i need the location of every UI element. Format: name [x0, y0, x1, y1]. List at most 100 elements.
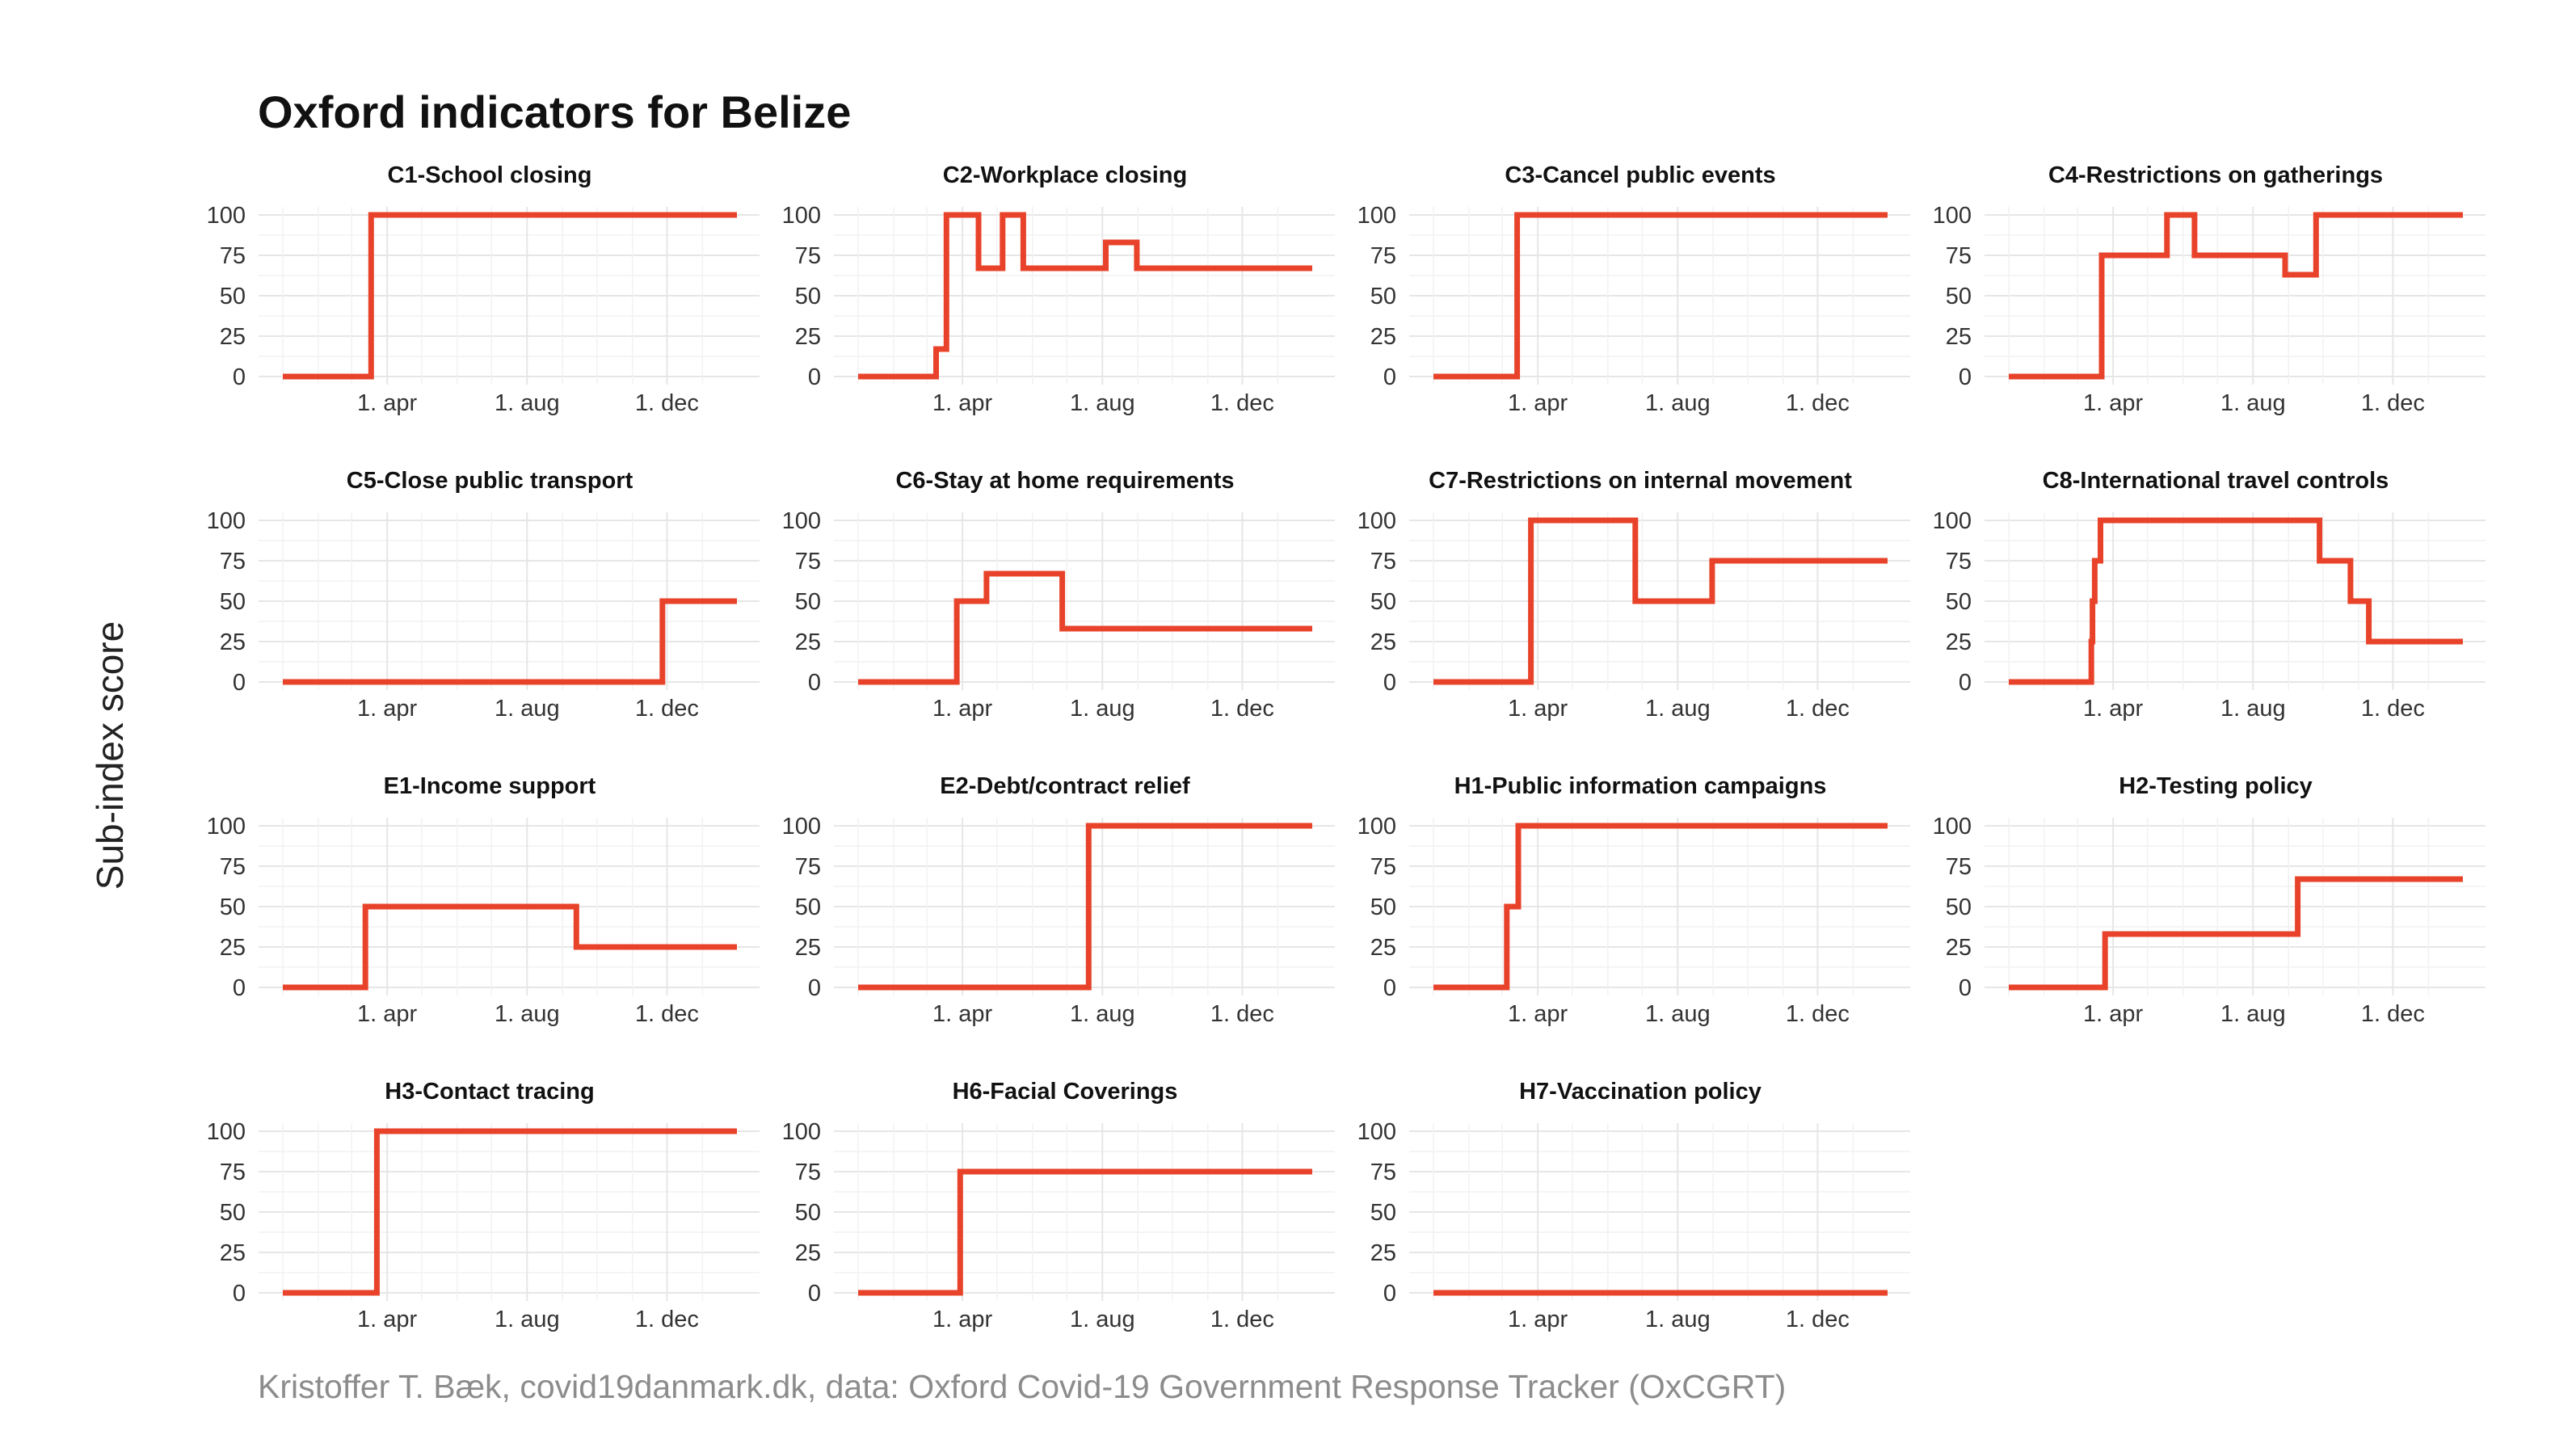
y-tick-label: 50 [1370, 284, 1396, 309]
series-line [858, 823, 1312, 991]
y-tick-label: 75 [220, 243, 246, 269]
x-tick-label: 1. apr [1508, 390, 1568, 416]
panel-title: C3-Cancel public events [1505, 162, 1775, 188]
series-line [283, 212, 737, 380]
x-tick-label: 1. aug [2220, 696, 2286, 722]
y-tick-label: 100 [1933, 508, 1972, 534]
x-tick-label: 1. aug [495, 1001, 560, 1027]
y-tick-label: 75 [795, 243, 821, 269]
y-tick-label: 100 [1357, 1119, 1396, 1145]
facet-panel: E2-Debt/contract relief 0 25 50 75 100 1. apr 1… [782, 773, 1335, 1027]
y-tick-label: 100 [1357, 203, 1396, 229]
series-line [1433, 212, 1888, 380]
x-tick-label: 1. dec [1786, 1001, 1850, 1027]
y-tick-label: 50 [1946, 894, 1972, 920]
facet-panel: E1-Income support 0 25 50 75 100 1. apr 1. aug 1… [207, 773, 760, 1027]
y-tick-label: 75 [1370, 1160, 1396, 1185]
x-tick-label: 1. aug [1645, 390, 1711, 416]
y-tick-label: 25 [795, 324, 821, 350]
panel-title: C7-Restrictions on internal movement [1429, 468, 1852, 494]
facet-panel: H1-Public information campaigns 0 25 50 75 10… [1357, 773, 1910, 1027]
y-tick-label: 25 [220, 629, 246, 655]
y-tick-label: 100 [1357, 508, 1396, 534]
x-tick-label: 1. apr [2083, 390, 2143, 416]
x-tick-label: 1. apr [1508, 1307, 1568, 1332]
y-tick-label: 50 [1370, 589, 1396, 615]
x-tick-label: 1. dec [2361, 390, 2425, 416]
y-tick-label: 50 [795, 894, 821, 920]
y-tick-label: 75 [220, 854, 246, 880]
y-tick-label: 0 [1959, 670, 1972, 696]
panel-title: H7-Vaccination policy [1519, 1079, 1762, 1105]
y-tick-label: 0 [808, 364, 821, 390]
y-tick-label: 25 [220, 935, 246, 961]
x-tick-label: 1. apr [357, 696, 417, 722]
x-tick-label: 1. apr [357, 390, 417, 416]
panel-title: H6-Facial Coverings [953, 1079, 1178, 1105]
x-tick-label: 1. dec [635, 1001, 699, 1027]
y-tick-label: 25 [1946, 629, 1972, 655]
x-tick-label: 1. dec [1786, 1307, 1850, 1332]
y-tick-label: 50 [795, 1200, 821, 1226]
series-line [1433, 517, 1888, 685]
chart-caption: Kristoffer T. Bæk, covid19danmark.dk, da… [258, 1368, 1786, 1405]
x-tick-label: 1. aug [1070, 390, 1135, 416]
y-tick-label: 25 [1370, 935, 1396, 961]
facet-panel: H2-Testing policy 0 25 50 75 100 1. apr 1. aug 1… [1933, 773, 2486, 1027]
y-tick-label: 75 [1946, 854, 1972, 880]
y-tick-label: 0 [233, 1281, 246, 1307]
x-tick-label: 1. apr [932, 1001, 992, 1027]
y-tick-label: 100 [782, 1119, 821, 1145]
y-tick-label: 25 [1370, 324, 1396, 350]
y-tick-label: 50 [220, 894, 246, 920]
y-tick-label: 0 [1383, 1281, 1396, 1307]
y-tick-label: 50 [1370, 894, 1396, 920]
panel-title: C8-International travel controls [2043, 468, 2389, 494]
y-tick-label: 50 [220, 1200, 246, 1226]
y-tick-label: 25 [1370, 1240, 1396, 1266]
x-tick-label: 1. aug [495, 390, 560, 416]
x-tick-label: 1. apr [932, 390, 992, 416]
x-tick-label: 1. apr [932, 696, 992, 722]
y-tick-label: 100 [1357, 814, 1396, 840]
y-tick-label: 75 [1946, 243, 1972, 269]
series-line [283, 1128, 737, 1296]
x-tick-label: 1. aug [2220, 1001, 2286, 1027]
x-tick-label: 1. apr [1508, 1001, 1568, 1027]
y-tick-label: 25 [795, 1240, 821, 1266]
y-tick-label: 100 [207, 203, 246, 229]
facet-panel: C2-Workplace closing 0 25 50 75 100 1. apr 1. a… [782, 162, 1335, 416]
y-axis-label: Sub-index score [89, 621, 131, 890]
y-tick-label: 0 [1383, 975, 1396, 1001]
facet-panel: C8-International travel controls 0 25 50 75 1… [1933, 468, 2486, 722]
y-tick-label: 75 [795, 854, 821, 880]
y-tick-label: 0 [1383, 670, 1396, 696]
facet-panel: C1-School closing 0 25 50 75 100 1. apr 1. aug 1… [207, 162, 760, 416]
y-tick-label: 25 [795, 935, 821, 961]
series-line [2009, 876, 2463, 991]
x-tick-label: 1. aug [495, 696, 560, 722]
y-tick-label: 25 [220, 1240, 246, 1266]
facet-panel: C6-Stay at home requirements 0 25 50 75 100 1.… [782, 468, 1335, 722]
y-tick-label: 75 [1370, 854, 1396, 880]
x-tick-label: 1. dec [635, 390, 699, 416]
y-tick-label: 100 [207, 508, 246, 534]
panel-title: C2-Workplace closing [943, 162, 1187, 188]
y-tick-label: 0 [233, 670, 246, 696]
x-tick-label: 1. aug [1645, 1307, 1711, 1332]
panel-title: C4-Restrictions on gatherings [2048, 162, 2383, 188]
panel-title: C5-Close public transport [347, 468, 633, 494]
x-tick-label: 1. apr [2083, 696, 2143, 722]
y-tick-label: 25 [220, 324, 246, 350]
facet-panel: H6-Facial Coverings 0 25 50 75 100 1. apr 1. au… [782, 1079, 1335, 1332]
y-tick-label: 100 [782, 814, 821, 840]
y-tick-label: 75 [220, 1160, 246, 1185]
y-tick-label: 0 [808, 975, 821, 1001]
x-tick-label: 1. apr [2083, 1001, 2143, 1027]
y-tick-label: 100 [1933, 814, 1972, 840]
y-tick-label: 100 [782, 508, 821, 534]
panel-title: E2-Debt/contract relief [940, 773, 1190, 799]
y-tick-label: 50 [795, 284, 821, 309]
